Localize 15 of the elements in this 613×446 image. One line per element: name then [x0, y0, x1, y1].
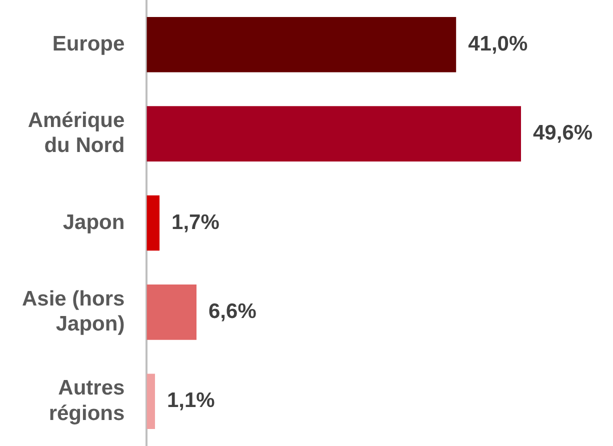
y-tick-label: Europe	[52, 32, 125, 56]
bar	[146, 284, 196, 340]
bar	[146, 195, 160, 251]
bar	[146, 374, 155, 430]
data-label: 6,6%	[208, 300, 257, 323]
data-label: 49,6%	[533, 122, 593, 145]
data-label: 41,0%	[468, 32, 528, 56]
y-tick-label: Japon	[62, 210, 125, 234]
data-label: 1,7%	[172, 210, 220, 234]
bar	[146, 16, 456, 72]
y-tick-label: Asie (hors Japon)	[22, 287, 125, 336]
y-tick-label: Autres régions	[48, 376, 125, 425]
y-tick-label: Amérique du Nord	[28, 108, 125, 158]
bar	[146, 106, 521, 162]
data-label: 1,1%	[166, 389, 216, 412]
